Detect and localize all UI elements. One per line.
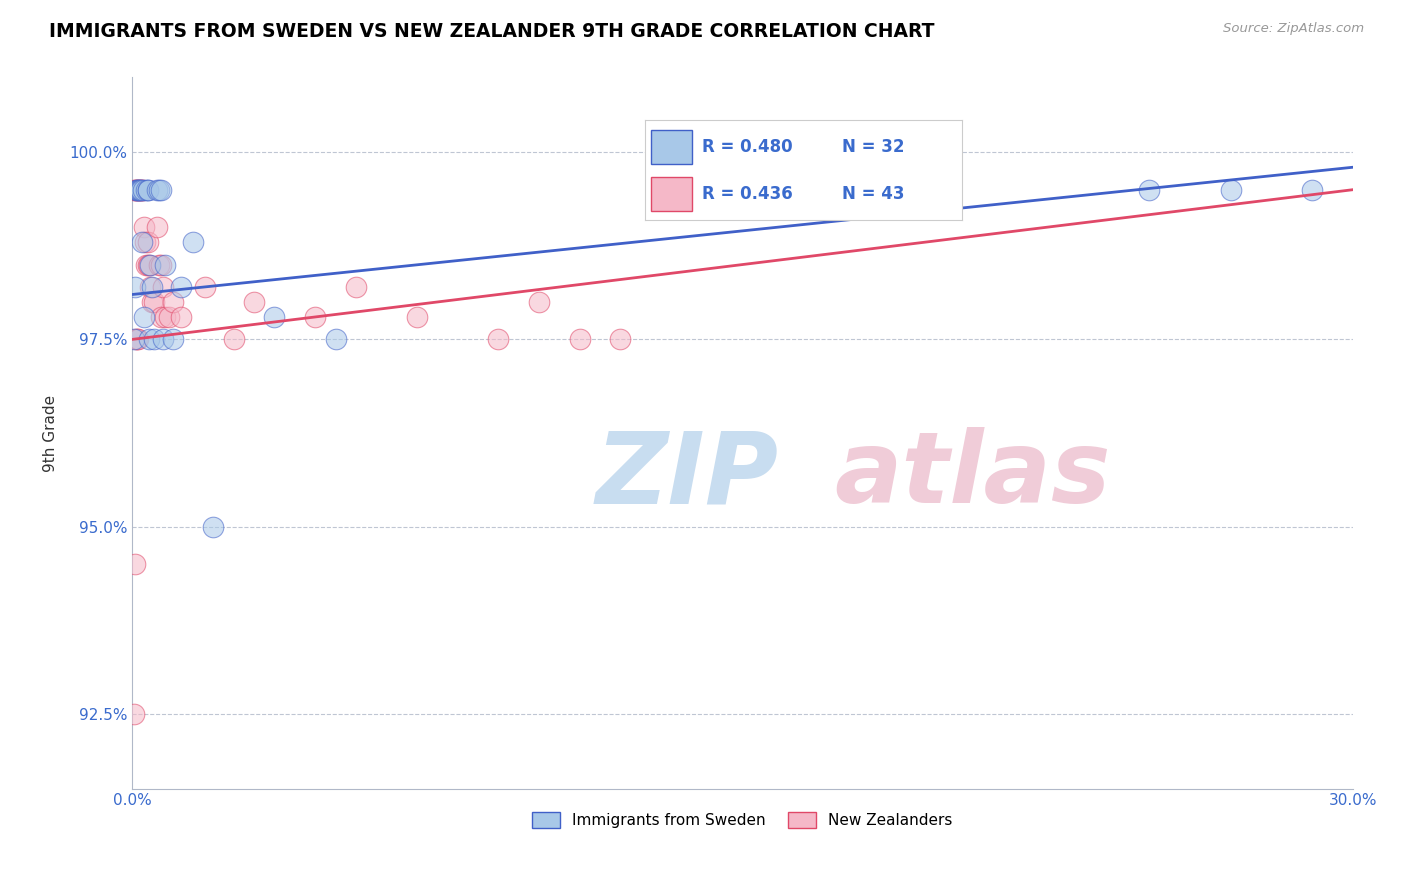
Point [134,235,156,249]
Point [162,295,184,310]
Point [157,310,180,324]
Point [128,183,150,197]
Point [128,183,150,197]
Point [170,280,193,294]
Point [145,220,167,235]
Point [129,183,152,197]
Point [568,333,591,347]
Point [1219,183,1241,197]
Point [150,258,173,272]
Text: Source: ZipAtlas.com: Source: ZipAtlas.com [1223,22,1364,36]
Point [148,258,170,272]
Point [141,295,163,310]
Point [325,333,347,347]
Point [145,183,167,197]
Point [125,183,148,197]
Point [243,295,266,310]
Point [132,183,155,197]
Point [124,557,146,571]
Point [125,183,148,197]
Y-axis label: 9th Grade: 9th Grade [44,394,58,472]
Point [125,333,148,347]
Point [125,183,148,197]
Point [153,310,176,324]
Point [125,183,148,197]
Point [148,183,170,197]
Point [138,333,160,347]
Point [129,183,152,197]
Point [131,235,153,249]
Point [122,706,145,721]
Point [1137,183,1160,197]
Point [149,310,172,324]
Point [143,333,166,347]
Point [344,280,367,294]
Legend: Immigrants from Sweden, New Zealanders: Immigrants from Sweden, New Zealanders [526,806,959,834]
Point [304,310,326,324]
Point [135,258,157,272]
Point [134,310,156,324]
Point [131,183,153,197]
Point [170,310,193,324]
Point [138,258,160,272]
Point [125,333,148,347]
Point [134,220,156,235]
Point [139,280,162,294]
Text: ZIP: ZIP [596,427,779,524]
Point [263,310,285,324]
Text: IMMIGRANTS FROM SWEDEN VS NEW ZEALANDER 9TH GRADE CORRELATION CHART: IMMIGRANTS FROM SWEDEN VS NEW ZEALANDER … [49,22,935,41]
Point [135,183,157,197]
Point [222,333,245,347]
Point [609,333,631,347]
Point [127,183,149,197]
Point [202,519,225,533]
Point [149,183,172,197]
Point [162,333,184,347]
Point [181,235,204,249]
Point [124,280,146,294]
Point [143,295,166,310]
Point [153,258,176,272]
Point [136,183,159,197]
Point [136,258,159,272]
Point [124,183,146,197]
Text: atlas: atlas [834,427,1111,524]
Point [152,280,174,294]
Point [194,280,217,294]
Point [122,183,145,197]
Point [152,333,174,347]
Point [127,183,149,197]
Point [406,310,429,324]
Point [127,333,149,347]
Point [486,333,509,347]
Point [141,280,163,294]
Point [132,183,155,197]
Point [129,183,152,197]
Point [122,333,145,347]
Point [1301,183,1323,197]
Point [138,235,160,249]
Point [139,258,162,272]
Point [527,295,550,310]
Point [129,183,152,197]
Point [138,183,160,197]
